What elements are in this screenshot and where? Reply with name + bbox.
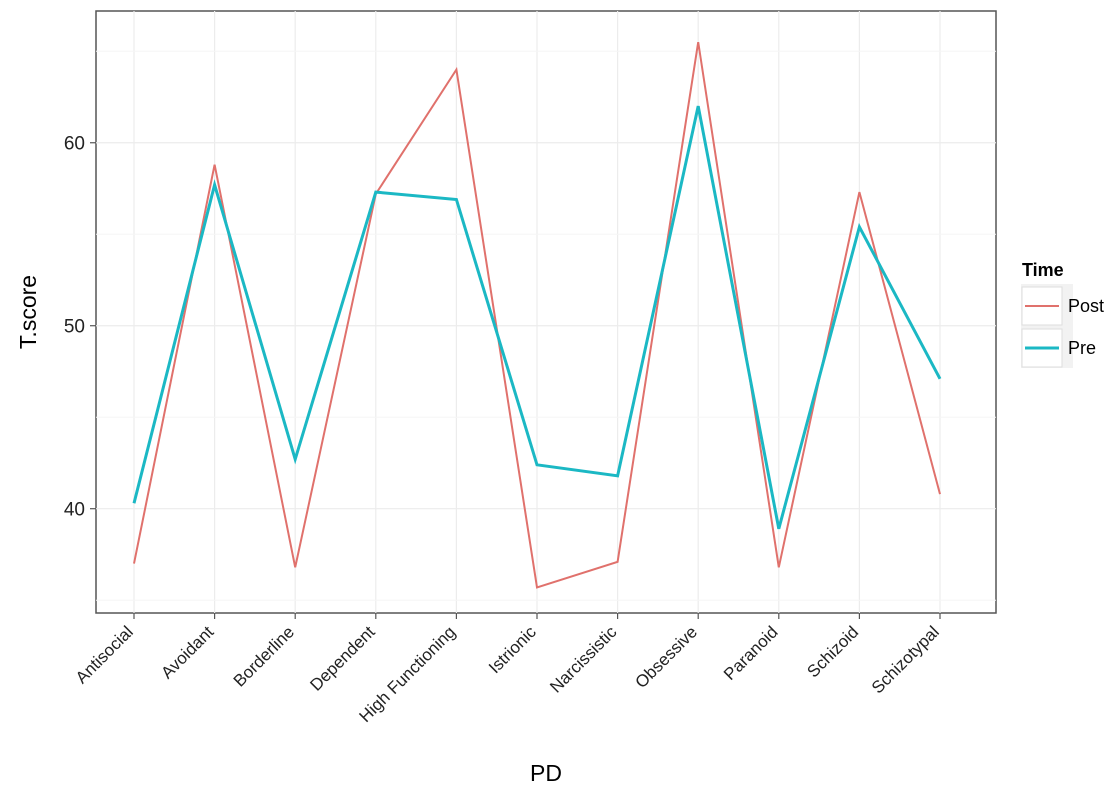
x-tick-label: Schizotypal — [868, 622, 943, 697]
legend-title: Time — [1022, 260, 1064, 280]
grid — [96, 11, 996, 613]
legend-label-pre: Pre — [1068, 338, 1096, 358]
x-tick-label: Paranoid — [720, 622, 782, 684]
legend-label-post: Post — [1068, 296, 1104, 316]
y-tick-label: 60 — [64, 134, 85, 155]
x-tick-label: Obsessive — [631, 622, 701, 692]
x-axis: Antisocial Avoidant Borderline DependentHig… — [72, 613, 943, 726]
x-tick-label: Borderline — [230, 622, 298, 690]
x-tick-label: Avoidant — [157, 622, 217, 682]
x-tick-label: Schizoid — [803, 622, 862, 681]
y-axis-title: T.score — [15, 275, 41, 349]
x-tick-label: Dependent — [306, 622, 378, 694]
x-axis-title: PD — [530, 760, 562, 786]
y-tick-label: 40 — [64, 500, 85, 521]
x-tick-label: Antisocial — [72, 622, 137, 687]
y-axis: 40 50 60 — [64, 134, 96, 521]
series-line-pre — [132, 105, 942, 530]
x-tick-label: Narcissistic — [546, 622, 621, 697]
plot-panel — [95, 10, 997, 614]
series-lines — [132, 41, 942, 589]
series-line-post — [133, 41, 941, 589]
x-tick-label: Istrionic — [485, 622, 540, 677]
legend: Time Post Pre — [1021, 260, 1104, 368]
y-tick-label: 50 — [64, 317, 85, 338]
